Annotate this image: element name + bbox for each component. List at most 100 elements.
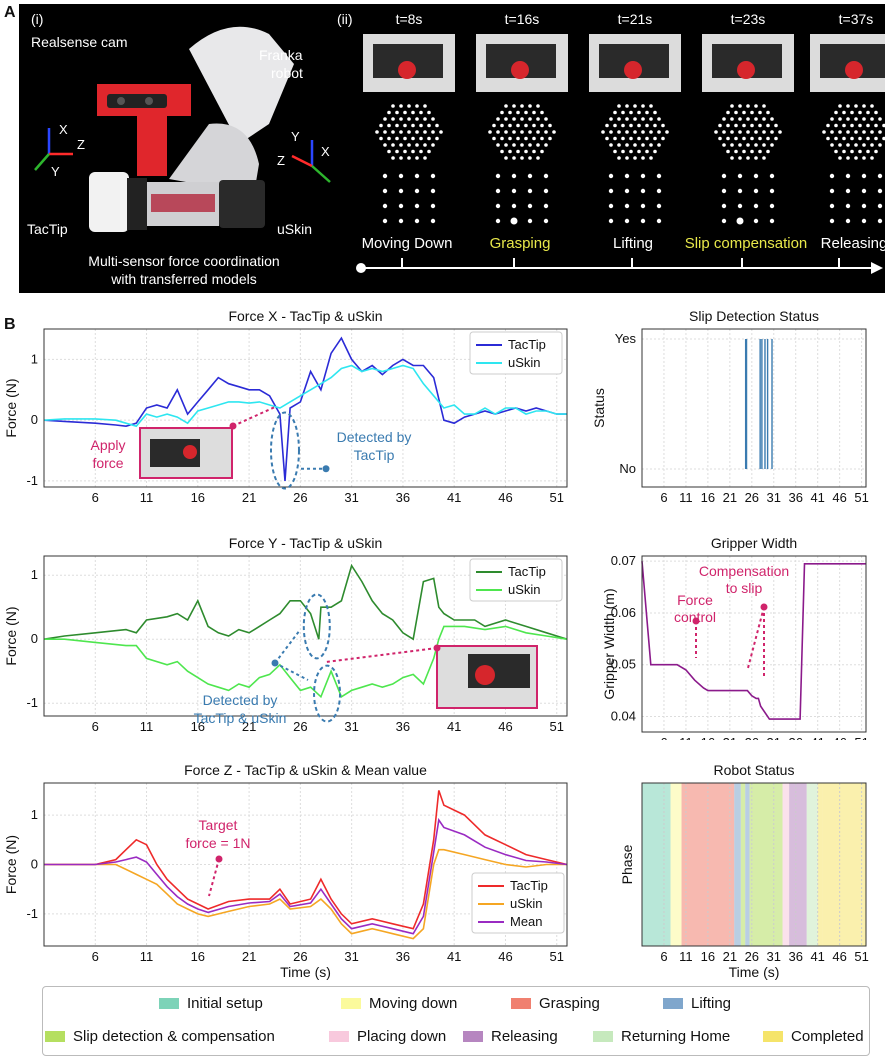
tactip-dot — [838, 143, 842, 147]
tactip-dot — [415, 104, 419, 108]
tactip-dot — [508, 136, 512, 141]
chart-title: Slip Detection Status — [689, 308, 819, 324]
phase-segment — [749, 783, 783, 946]
tactip-dot — [613, 110, 617, 115]
tactip-dot — [496, 130, 500, 134]
uskin-dot — [737, 188, 743, 194]
tactip-dot — [427, 136, 431, 141]
uskin-dot — [543, 188, 549, 194]
x-tick-label: 41 — [810, 490, 824, 504]
tactip-dot — [520, 130, 524, 134]
chart-title: Force Z - TacTip & uSkin & Mean value — [184, 762, 427, 778]
x-tick-label: 31 — [767, 490, 781, 504]
y-tick-label: No — [619, 461, 636, 476]
tactip-dot — [633, 130, 637, 134]
tactip-dot — [387, 110, 391, 115]
tactip-dot — [415, 156, 419, 160]
tactip-dot — [657, 143, 661, 147]
tactip-dot — [532, 123, 536, 128]
time-label: t=37s — [839, 11, 874, 27]
tactip-dot — [750, 149, 754, 154]
series-line-tactip — [43, 563, 568, 641]
strawberry — [737, 61, 755, 79]
phase-segment — [670, 783, 682, 946]
gripper-rail-inner — [151, 194, 215, 212]
panel-a-photo: (i) (ii) Realsense cam Franka robot TacTip uSk… — [19, 4, 890, 293]
x-tick-label: 6 — [92, 490, 99, 504]
x-tick-label: 21 — [723, 490, 737, 504]
uskin-dot — [753, 218, 759, 224]
x-tick-label: 36 — [396, 949, 410, 964]
tactip-dot — [520, 117, 524, 121]
tactip-dot — [423, 117, 427, 121]
tactip-dot — [641, 156, 645, 160]
tactip-dot — [633, 156, 637, 160]
tactip-dot — [415, 117, 419, 121]
x-tick-label: 11 — [679, 735, 693, 740]
tactip-dot — [415, 130, 419, 134]
uskin-dot — [877, 188, 883, 194]
x-tick-label: 21 — [723, 735, 737, 740]
tactip-dot — [734, 123, 738, 128]
x-tick-label: 36 — [396, 719, 410, 734]
x-tick-label: 46 — [832, 490, 846, 504]
tactip-dot — [730, 117, 734, 121]
tactip-dot — [512, 117, 516, 121]
tactip-dot — [617, 156, 621, 160]
legend-label: Initial setup — [187, 995, 263, 1012]
camera-lens — [145, 97, 153, 105]
uskin-sensor — [219, 180, 265, 228]
x-axis-label: Time (s) — [729, 964, 780, 980]
tactip-dot — [850, 149, 854, 154]
x-tick-label: 16 — [701, 490, 715, 504]
tactip-dot — [621, 149, 625, 154]
annotation-arrow — [274, 629, 301, 664]
tactip-dot — [383, 130, 387, 134]
legend-label: TacTip — [508, 564, 546, 579]
uskin-dot — [877, 173, 883, 179]
tactip-dot — [742, 110, 746, 115]
tactip-dot — [395, 110, 399, 115]
tactip-dot — [846, 130, 850, 134]
robot-illustration — [89, 26, 294, 232]
realsense-label: Realsense cam — [31, 34, 128, 50]
tactip-dot — [637, 123, 641, 128]
tactip-dot — [734, 149, 738, 154]
phase-segment — [782, 783, 790, 946]
force-y-chart: Force Y - TacTip & uSkin 6 11 16 21 26 31 36 41 4… — [3, 535, 568, 734]
tactip-dot — [407, 117, 411, 121]
uskin-dot — [829, 203, 835, 209]
panel-a-letter: A — [4, 4, 16, 21]
tactip-dot — [508, 110, 512, 115]
tactip-dot — [726, 123, 730, 128]
chart-title: Robot Status — [714, 762, 795, 778]
tactip-dot — [617, 143, 621, 147]
uskin-dot — [382, 203, 388, 209]
tactip-dot — [407, 130, 411, 134]
tactip-dot — [746, 117, 750, 121]
tactip-dot — [540, 149, 544, 154]
tactip-dot — [407, 104, 411, 108]
uskin-dot — [608, 173, 614, 179]
tactip-dot — [862, 117, 866, 121]
caption-line1: Multi-sensor force coordination — [88, 253, 279, 269]
tactip-dot — [625, 130, 629, 134]
tactip-dot — [854, 143, 858, 147]
tactip-dot — [540, 123, 544, 128]
annotation-target: Target — [199, 817, 238, 833]
tactip-dot — [738, 130, 742, 134]
x-tick-label: 51 — [854, 735, 868, 740]
tactip-label: TacTip — [27, 221, 68, 237]
tactip-dot — [621, 110, 625, 115]
x-tick-label: 46 — [832, 949, 846, 964]
tactip-dot — [766, 149, 770, 154]
tactip-dot — [423, 143, 427, 147]
x-tick-label: 21 — [242, 490, 256, 504]
plot-frame — [43, 782, 568, 947]
tactip-dot — [524, 123, 528, 128]
tactip-dot — [874, 149, 878, 154]
chart-legend: TacTip uSkin — [469, 331, 563, 375]
tactip-dot — [882, 123, 886, 128]
time-label: t=8s — [396, 11, 423, 27]
tactip-dot — [536, 117, 540, 121]
